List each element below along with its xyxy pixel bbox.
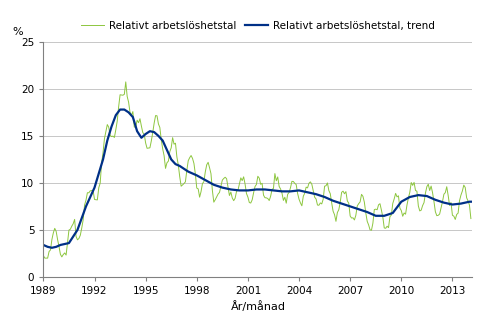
Relativt arbetslöshetstal bbox=[435, 213, 441, 217]
Relativt arbetslöshetstal bbox=[390, 202, 396, 205]
Relativt arbetslöshetstal, trend bbox=[390, 211, 396, 215]
Relativt arbetslöshetstal, trend bbox=[447, 202, 453, 206]
Relativt arbetslöshetstal bbox=[123, 80, 129, 84]
X-axis label: År/månad: År/månad bbox=[230, 301, 285, 312]
Relativt arbetslöshetstal, trend bbox=[40, 243, 46, 247]
Relativt arbetslöshetstal bbox=[40, 254, 46, 258]
Relativt arbetslöshetstal, trend bbox=[181, 167, 187, 171]
Relativt arbetslöshetstal, trend bbox=[468, 200, 474, 204]
Relativt arbetslöshetstal, trend bbox=[435, 199, 441, 203]
Relativt arbetslöshetstal, trend bbox=[119, 108, 124, 111]
Legend: Relativt arbetslöshetstal, Relativt arbetslöshetstal, trend: Relativt arbetslöshetstal, Relativt arbe… bbox=[77, 16, 439, 35]
Relativt arbetslöshetstal bbox=[447, 204, 453, 207]
Relativt arbetslöshetstal bbox=[468, 217, 474, 221]
Relativt arbetslöshetstal, trend bbox=[450, 203, 455, 206]
Y-axis label: %: % bbox=[13, 27, 23, 37]
Line: Relativt arbetslöshetstal, trend: Relativt arbetslöshetstal, trend bbox=[43, 109, 471, 248]
Relativt arbetslöshetstal bbox=[340, 189, 346, 193]
Relativt arbetslöshetstal bbox=[450, 213, 455, 217]
Relativt arbetslöshetstal, trend bbox=[340, 202, 346, 206]
Relativt arbetslöshetstal bbox=[42, 256, 48, 260]
Line: Relativt arbetslöshetstal: Relativt arbetslöshetstal bbox=[43, 82, 471, 258]
Relativt arbetslöshetstal bbox=[181, 182, 187, 185]
Relativt arbetslöshetstal, trend bbox=[49, 246, 55, 250]
